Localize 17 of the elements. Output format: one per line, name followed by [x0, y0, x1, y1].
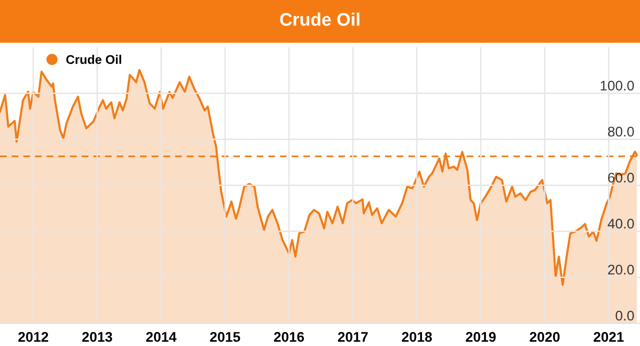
x-tick-label: 2016 — [274, 332, 304, 342]
y-tick-label: 0.0 — [616, 310, 634, 321]
x-tick-label: 2012 — [18, 332, 48, 342]
legend-label: Crude Oil — [66, 54, 122, 64]
x-tick-label: 2018 — [402, 332, 432, 342]
x-tick-label: 2015 — [210, 332, 240, 342]
y-tick-label: 20.0 — [608, 264, 634, 275]
x-tick-label: 2019 — [466, 332, 496, 342]
chart-title: Crude Oil — [280, 12, 360, 26]
y-tick-label: 40.0 — [608, 218, 634, 229]
y-tick-label: 100.0 — [600, 80, 634, 91]
x-tick-label: 2020 — [530, 332, 560, 342]
x-tick-label: 2017 — [338, 332, 368, 342]
x-tick-label: 2021 — [594, 332, 624, 342]
x-tick-label: 2013 — [82, 332, 112, 342]
y-tick-label: 80.0 — [608, 126, 634, 137]
x-tick-label: 2014 — [146, 332, 176, 342]
